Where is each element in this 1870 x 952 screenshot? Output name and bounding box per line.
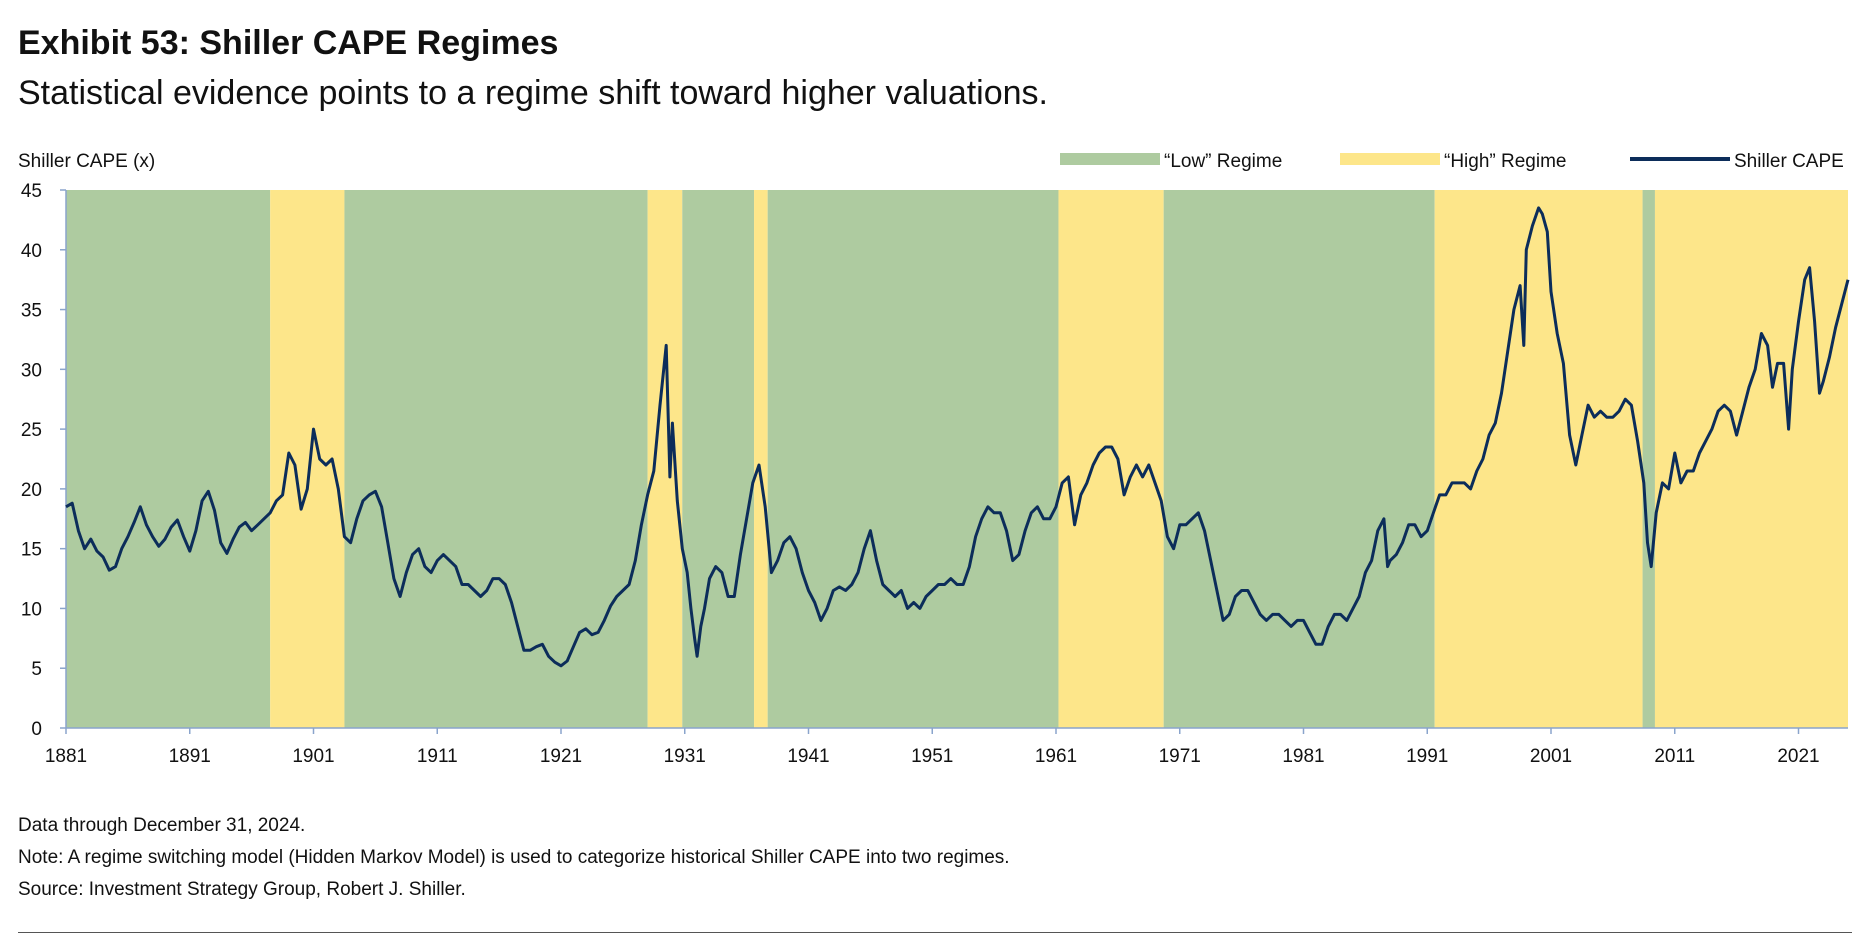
x-tick-label: 2021 [1777, 746, 1819, 767]
regime-band-high [647, 190, 683, 728]
x-tick-label: 2011 [1654, 746, 1695, 767]
x-tick-label: 1981 [1282, 746, 1324, 767]
axes: 0 5 10 15 20 25 30 35 40 45 1881 1891 1901 1911 1921 19… [21, 181, 1848, 767]
legend-swatch [1060, 153, 1160, 165]
regime-band-high [1654, 190, 1848, 728]
regime-band-high [1434, 190, 1643, 728]
x-tick-label: 1951 [911, 746, 953, 767]
y-tick-label: 30 [21, 360, 42, 381]
series-line-shiller-cape [65, 206, 1850, 668]
y-tick-label: 25 [21, 420, 42, 441]
source-note: Source: Investment Strategy Group, Rober… [18, 879, 466, 900]
legend-item: “Low” Regime [1060, 151, 1282, 172]
chart-subtitle: Statistical evidence points to a regime … [18, 74, 1048, 112]
methodology-note: Note: A regime switching model (Hidden M… [18, 847, 1010, 868]
x-tick-label: 1921 [540, 746, 582, 767]
legend-label: “Low” Regime [1164, 151, 1282, 172]
y-tick-label: 40 [21, 241, 42, 262]
bottom-divider [18, 932, 1852, 933]
x-tick-label: 1931 [664, 746, 706, 767]
legend-label: Shiller CAPE [1734, 151, 1844, 172]
legend: “Low” Regime “High” Regime Shiller CAPE [1060, 151, 1844, 172]
x-tick-label: 1911 [417, 746, 458, 767]
legend-swatch [1340, 153, 1440, 165]
legend-label: “High” Regime [1444, 151, 1566, 172]
y-tick-label: 20 [21, 480, 42, 501]
x-tick-label: 1961 [1035, 746, 1077, 767]
y-tick-label: 10 [21, 599, 42, 620]
legend-item: “High” Regime [1340, 151, 1566, 172]
regime-band-low [344, 190, 648, 728]
regime-band-low [66, 190, 271, 728]
x-tick-label: 1891 [169, 746, 211, 767]
legend-item: Shiller CAPE [1630, 151, 1844, 172]
x-tick-label: 2001 [1530, 746, 1572, 767]
x-tick-label: 1991 [1406, 746, 1448, 767]
y-tick-label: 35 [21, 301, 42, 322]
x-tick-label: 1901 [292, 746, 334, 767]
notes: Data through December 31, 2024. Note: A … [18, 810, 1010, 906]
y-tick-label: 0 [31, 719, 42, 740]
y-axis-label: Shiller CAPE (x) [18, 151, 155, 172]
x-tick-label: 1881 [45, 746, 87, 767]
regime-band-high [1058, 190, 1164, 728]
y-tick-label: 45 [21, 181, 42, 202]
data-through-note: Data through December 31, 2024. [18, 815, 306, 836]
regime-band-low [682, 190, 755, 728]
chart-title: Exhibit 53: Shiller CAPE Regimes [18, 24, 559, 62]
cape-chart: Shiller CAPE (x) “Low” Regime “High” Regi… [18, 151, 1850, 767]
regime-band-high [754, 190, 768, 728]
regime-band-low [767, 190, 1059, 728]
x-tick-label: 1971 [1159, 746, 1201, 767]
series-layer [65, 206, 1850, 668]
y-tick-label: 15 [21, 540, 42, 561]
regime-band-low [1163, 190, 1435, 728]
regime-band-low [1642, 190, 1655, 728]
y-tick-label: 5 [31, 659, 42, 680]
x-tick-label: 1941 [787, 746, 829, 767]
